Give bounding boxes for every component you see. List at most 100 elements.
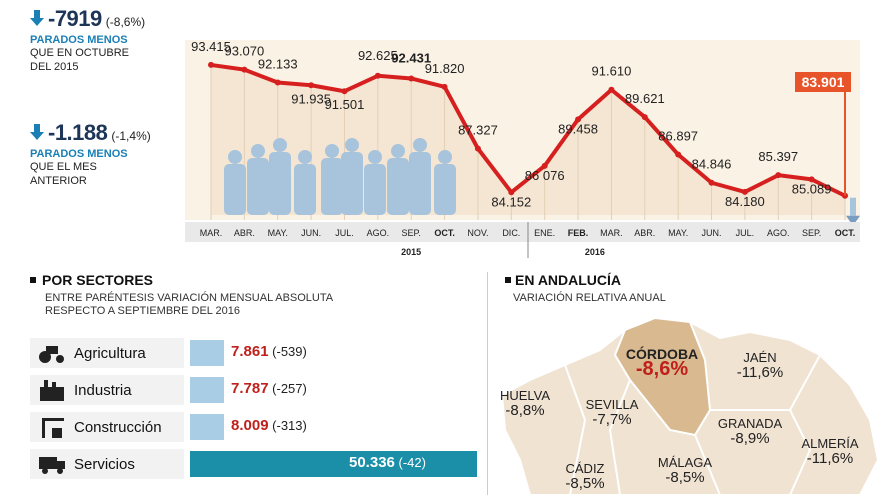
data-label: 92.625 [358,48,398,63]
data-label: 84.152 [491,194,531,209]
bullet-icon [30,277,36,283]
data-point [208,61,214,68]
crane-icon [38,416,66,438]
data-point [541,162,548,169]
sector-bar [190,414,224,440]
person-body-icon [409,152,431,215]
province-huelva: HUELVA -8,8% [490,388,560,418]
x-tick-label: JUN. [702,228,722,238]
sector-bar [190,451,477,477]
x-tick-label: MAY. [268,228,288,238]
data-label: 93.070 [224,44,264,59]
sector-name: Agricultura [74,344,146,362]
province-borders [564,354,821,495]
data-label: 93.415 [191,39,231,54]
x-tick-label: SEP. [402,228,421,238]
x-tick-label: NOV. [467,228,488,238]
trend-arrow-icon [850,197,856,216]
section-divider [487,272,488,495]
person-head-icon [273,138,287,152]
data-label: 86.897 [658,129,698,144]
sector-value-change: (-313) [268,418,307,433]
person-body-icon [321,158,343,215]
person-body-icon [387,158,409,215]
kpi-monthly: -1.188 (-1,4%) PARADOS MENOS QUE EL MES … [30,120,190,188]
kpi-monthly-sub1: QUE EL MES [30,161,97,173]
province-jaen-value: -11,6% [736,364,784,381]
data-point [675,151,682,158]
data-label: 85.089 [792,181,832,196]
x-tick-label: OCT. [434,228,455,238]
sector-row: Industria [30,374,480,406]
person-head-icon [251,144,265,158]
kpi-monthly-label: PARADOS MENOS [30,148,128,160]
province-malaga-value: -8,5% [665,469,705,486]
data-label: 91.935 [291,91,331,106]
data-label: 92.133 [258,57,298,72]
x-tick-label: AGO. [367,228,390,238]
highlight-label-box [795,72,851,92]
sector-row: Agricultura [30,337,480,369]
sector-label: Servicios [30,449,184,479]
x-tick-label: JUL. [335,228,354,238]
series-line [210,62,846,198]
person-head-icon [325,144,339,158]
person-body-icon [364,164,386,215]
person-body-icon [434,164,456,215]
x-tick-label: MAR. [200,228,223,238]
data-point [608,86,615,93]
arrow-down-icon [30,10,44,31]
x-tick-label: MAY. [668,228,688,238]
data-label: 86 076 [525,168,565,183]
x-tick-label: FEB. [568,228,589,238]
sectors-title-text: POR SECTORES [42,272,153,288]
sector-value: 7.861 (-539) [231,343,307,360]
year-label: 2015 [401,247,421,257]
kpi-annual-label: PARADOS MENOS [30,34,128,46]
data-label: 84.846 [692,157,732,172]
province-sevilla-name: SEVILLA [585,397,639,412]
sector-value: 8.009 (-313) [231,417,307,434]
trend-arrow-head-icon [846,215,860,226]
data-point [575,116,582,123]
factory-icon [38,379,66,401]
data-label: 87.327 [458,123,498,138]
sectors-subtitle-2: RESPECTO A SEPTIEMBRE DEL 2016 [45,305,241,317]
sectors-subtitle-1: ENTRE PARÉNTESIS VARIACIÓN MENSUAL ABSOL… [45,292,334,304]
data-point [374,72,381,79]
province-cadiz-name: CÁDIZ [565,461,605,476]
person-head-icon [298,150,312,164]
sector-value-number: 7.787 [231,380,269,397]
data-label: 91.610 [592,64,632,79]
data-point [508,189,515,196]
andalucia-map [500,316,880,495]
data-label: 85.397 [758,149,798,164]
data-point [274,79,281,86]
x-tick-label: DIC. [502,228,520,238]
data-point [241,66,248,73]
highlight-data-label: 83.901 [802,74,845,90]
x-tick-label: JUL. [736,228,755,238]
data-point [741,188,748,195]
person-head-icon [345,138,359,152]
province-cadiz-value: -8,5% [565,475,605,492]
sector-value-change: (-42) [394,455,426,470]
sector-label: Construcción [30,412,184,442]
kpi-annual-value: -7919 [48,6,102,31]
data-point [341,88,348,95]
kpi-monthly-value: -1.188 [48,120,108,145]
x-tick-label: OCT. [835,228,856,238]
province-cordoba: CÓRDOBA -8,6% [612,347,712,380]
province-sevilla: SEVILLA -7,7% [572,397,652,427]
data-label: 84.180 [725,194,765,209]
year-label: 2016 [585,247,605,257]
province-huelva-name: HUELVA [499,388,551,403]
person-body-icon [269,152,291,215]
province-huelva-value: -8,8% [505,402,545,419]
data-point [641,114,648,121]
arrow-down-icon [30,124,44,145]
sector-value-number: 7.861 [231,343,269,360]
province-almeria-value: -11,6% [806,450,854,467]
province-malaga-name: MÁLAGA [657,455,713,470]
